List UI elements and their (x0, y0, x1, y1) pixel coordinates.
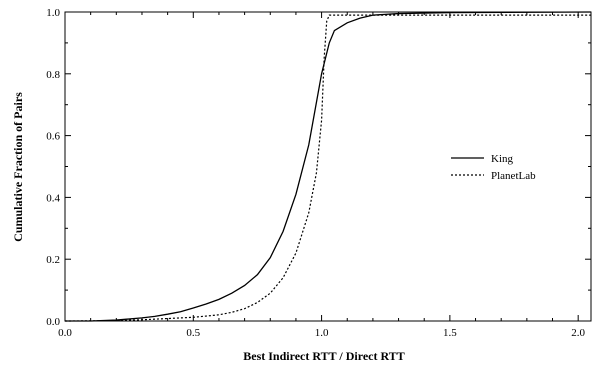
axes (64, 11, 592, 322)
plot-frame (64, 11, 592, 322)
x-tick-label: 1.5 (443, 327, 457, 339)
x-tick-label: 2.0 (571, 327, 585, 339)
series-line-planetlab (64, 14, 591, 322)
y-tick-label: 0.6 (46, 131, 60, 143)
x-tick-label: 1.0 (315, 327, 329, 339)
series-line-king (65, 11, 592, 322)
series (64, 11, 592, 322)
legend: King PlanetLab (451, 153, 536, 182)
legend-label-planetlab: PlanetLab (491, 170, 536, 182)
x-tick-label: 0.0 (58, 327, 72, 339)
y-tick-label: 0.8 (46, 69, 60, 81)
y-tick-label: 0.0 (46, 316, 60, 328)
x-axis-title: Best Indirect RTT / Direct RTT (243, 349, 404, 363)
y-tick-label: 1.0 (46, 7, 60, 19)
y-tick-label: 0.2 (46, 254, 60, 266)
x-tick-label: 0.5 (186, 327, 200, 339)
legend-label-king: King (491, 153, 514, 165)
y-axis-title: Cumulative Fraction of Pairs (11, 92, 25, 242)
y-tick-label: 0.4 (46, 192, 60, 204)
